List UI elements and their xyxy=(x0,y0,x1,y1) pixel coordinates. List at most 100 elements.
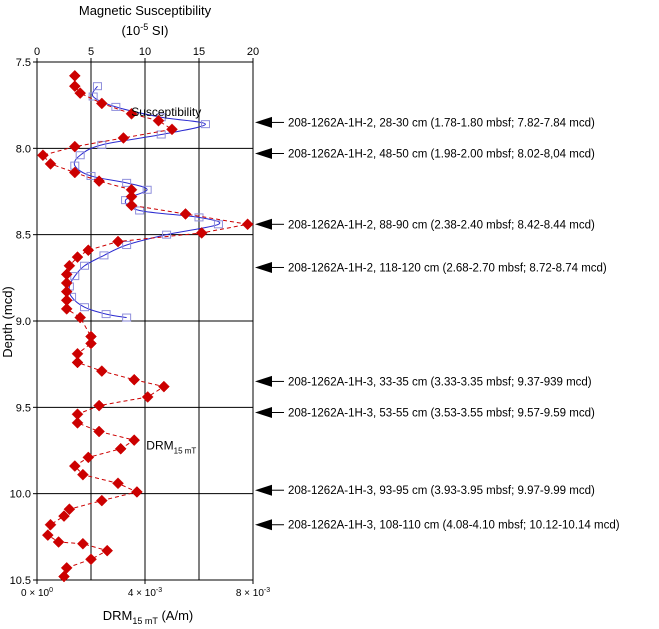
drm-point xyxy=(60,303,73,315)
sample-annotation: 208-1262A-1H-3, 108-110 cm (4.08-4.10 mb… xyxy=(255,519,620,532)
drm-point xyxy=(95,97,108,110)
arrow-head-icon xyxy=(255,484,272,496)
bottom-axis-title: DRM15 mT (A/m) xyxy=(103,608,194,626)
susceptibility-point xyxy=(88,92,98,101)
bottom-tick-label-exponent: 0 xyxy=(49,587,53,594)
drm-point xyxy=(74,311,87,324)
top-axis-title: Magnetic Susceptibility xyxy=(79,3,212,18)
sample-annotation: 208-1262A-1H-3, 93-95 cm (3.93-3.95 mbsf… xyxy=(255,484,595,497)
bottom-tick-label-mantissa: 0 × 10 xyxy=(21,588,50,599)
drm-point xyxy=(131,486,143,498)
top-tick-label: 10 xyxy=(139,46,151,58)
drm-point xyxy=(112,235,124,248)
drm-point xyxy=(241,218,254,231)
susceptibility-point xyxy=(101,310,111,319)
top-tick-label: 20 xyxy=(247,46,259,58)
y-tick-label: 8.0 xyxy=(16,143,31,155)
arrow-head-icon xyxy=(255,261,272,273)
bottom-tick-label-exponent: -3 xyxy=(264,587,270,594)
drm-point xyxy=(112,477,124,490)
series-layer xyxy=(37,69,254,583)
drm-point xyxy=(71,417,84,429)
y-tick-label: 8.5 xyxy=(16,230,31,242)
top-axis-unit-suffix: SI) xyxy=(148,23,168,38)
sample-annotation: 208-1262A-1H-2, 48-50 cm (1.98-2.00 mbsf… xyxy=(255,148,595,161)
arrow-head-icon xyxy=(255,148,272,160)
susceptibility-point xyxy=(92,82,102,91)
drm-point xyxy=(101,544,114,557)
bottom-axis-title-sub: 15 mT xyxy=(132,616,158,626)
susceptibility-point xyxy=(142,185,152,194)
series-labels: Susceptibility DRM15 mT xyxy=(131,105,201,455)
drm-point xyxy=(128,373,141,386)
arrow-head-icon xyxy=(255,116,272,128)
drm-point xyxy=(125,199,138,212)
drm-point xyxy=(128,434,141,446)
sample-annotation: 208-1262A-1H-3, 33-35 cm (3.33-3.35 mbsf… xyxy=(255,375,592,388)
drm-point xyxy=(117,132,130,144)
sample-annotation-text: 208-1262A-1H-3, 53-55 cm (3.53-3.55 mbsf… xyxy=(288,408,595,420)
drm-line xyxy=(42,75,248,577)
sample-annotation-text: 208-1262A-1H-2, 28-30 cm (1.78-1.80 mbsf… xyxy=(288,117,595,129)
bottom-tick-label: 4 × 10-3 xyxy=(128,587,162,599)
series-drm xyxy=(37,69,254,583)
bottom-axis-title-main: DRM xyxy=(103,608,133,623)
drm-point xyxy=(85,337,97,350)
sample-annotation: 208-1262A-1H-2, 28-30 cm (1.78-1.80 mbsf… xyxy=(255,116,595,129)
drm-point xyxy=(158,380,170,393)
drm-point xyxy=(68,460,81,472)
drm-point xyxy=(60,562,73,574)
susceptibility-point xyxy=(75,151,85,160)
drm-point xyxy=(44,158,57,170)
y-tick-label: 9.5 xyxy=(16,402,31,414)
series-label-drm: DRM15 mT xyxy=(146,438,196,455)
drm-point xyxy=(166,123,178,136)
susceptibility-line xyxy=(68,85,221,319)
arrow-head-icon xyxy=(255,375,272,387)
drm-point xyxy=(82,451,95,464)
susceptibility-point xyxy=(99,251,109,260)
drm-point xyxy=(195,227,208,239)
susceptibility-point xyxy=(80,261,90,270)
drm-point xyxy=(93,399,105,412)
top-tick-label: 0 xyxy=(34,46,40,58)
susceptibility-point xyxy=(200,120,210,129)
sample-annotation-text: 208-1262A-1H-2, 48-50 cm (1.98-2.00 mbsf… xyxy=(288,149,595,161)
y-tick-label: 10.0 xyxy=(10,489,31,501)
drm-point xyxy=(95,494,108,507)
drm-point xyxy=(41,529,54,541)
drm-point xyxy=(58,510,70,522)
sample-annotations: 208-1262A-1H-2, 28-30 cm (1.78-1.80 mbsf… xyxy=(255,116,620,532)
drm-point xyxy=(152,114,165,127)
series-label-susceptibility: Susceptibility xyxy=(131,105,201,119)
arrow-head-icon xyxy=(255,519,272,531)
drm-point xyxy=(77,468,89,481)
drm-point xyxy=(141,391,154,403)
y-axis-title: Depth (mcd) xyxy=(0,286,15,358)
drm-point xyxy=(93,175,105,187)
top-axis-unit-prefix: (10 xyxy=(121,23,140,38)
sample-annotation-text: 208-1262A-1H-3, 108-110 cm (4.08-4.10 mb… xyxy=(288,520,620,532)
top-tick-label: 5 xyxy=(88,46,94,58)
sample-annotation-text: 208-1262A-1H-2, 118-120 cm (2.68-2.70 mb… xyxy=(288,262,607,274)
drm-point xyxy=(71,251,84,263)
drm-point xyxy=(125,107,138,120)
drm-point xyxy=(179,208,192,220)
drm-point xyxy=(74,87,87,99)
y-tick-label: 9.0 xyxy=(16,316,31,328)
drm-point xyxy=(68,69,81,82)
top-tick-label: 15 xyxy=(193,46,205,58)
bottom-tick-label-mantissa: 8 × 10 xyxy=(236,588,265,599)
susceptibility-point xyxy=(122,178,132,187)
sample-annotation-text: 208-1262A-1H-3, 93-95 cm (3.93-3.95 mbsf… xyxy=(288,485,595,497)
drm-point xyxy=(37,149,49,162)
y-tick-label: 10.5 xyxy=(10,575,31,587)
sample-annotation: 208-1262A-1H-2, 118-120 cm (2.68-2.70 mb… xyxy=(255,261,607,274)
drm-point xyxy=(44,518,57,531)
susceptibility-point xyxy=(213,220,223,229)
arrow-head-icon xyxy=(255,218,272,230)
drm-point xyxy=(93,425,105,438)
grid xyxy=(37,62,253,580)
sample-annotation: 208-1262A-1H-2, 88-90 cm (2.38-2.40 mbsf… xyxy=(255,218,595,231)
